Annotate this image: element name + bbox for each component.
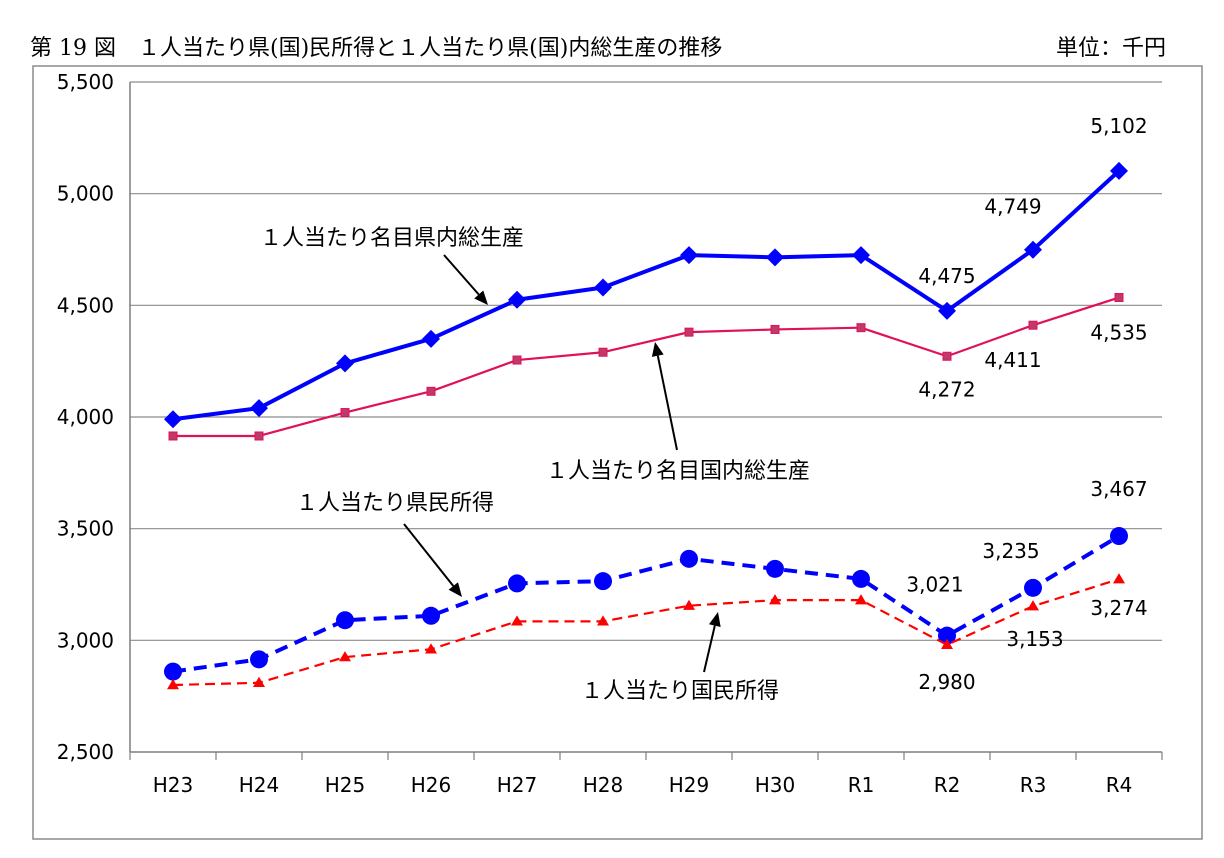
- data-point: [594, 278, 612, 297]
- data-point: [769, 594, 781, 605]
- data-point: [683, 599, 695, 610]
- data-label: 4,749: [984, 195, 1041, 219]
- data-point: [680, 246, 698, 265]
- data-label: 5,102: [1090, 114, 1147, 138]
- unit-label: 単位：千円: [1055, 36, 1166, 61]
- data-point: [1110, 527, 1128, 546]
- data-point: [250, 650, 268, 669]
- data-point: [336, 354, 354, 373]
- annotation-arrow: [703, 625, 716, 673]
- data-point: [766, 248, 784, 267]
- y-tick-label: 5,500: [57, 70, 114, 94]
- series-line: [173, 296, 1120, 438]
- annotation-arrowhead: [474, 290, 488, 305]
- y-tick-label: 2,500: [57, 740, 114, 764]
- chart-frame: [32, 65, 1203, 840]
- data-point: [680, 549, 698, 568]
- data-point: [339, 651, 351, 662]
- data-point: [938, 301, 956, 320]
- data-point: [938, 626, 956, 645]
- x-tick-label: H26: [411, 773, 452, 797]
- data-point: [512, 355, 522, 365]
- data-point: [598, 347, 608, 357]
- x-tick-label: H28: [583, 773, 624, 797]
- annotation-arrow: [443, 254, 480, 296]
- data-point: [856, 323, 866, 333]
- data-point: [1027, 600, 1039, 611]
- data-point: [1113, 573, 1125, 584]
- x-tick-label: R3: [1020, 773, 1047, 797]
- x-tick-label: R2: [934, 773, 961, 797]
- data-label: 3,153: [1006, 627, 1063, 651]
- y-tick-label: 5,000: [57, 182, 114, 206]
- data-point: [941, 638, 953, 649]
- data-label: 4,475: [918, 264, 975, 288]
- data-point: [425, 643, 437, 654]
- data-label: 3,467: [1090, 477, 1147, 501]
- series-annotation: １人当たり国民所得: [581, 679, 779, 704]
- x-tick-label: H24: [239, 773, 280, 797]
- annotation-arrowhead: [708, 612, 721, 627]
- data-point: [1114, 293, 1124, 303]
- x-tick-label: H29: [669, 773, 710, 797]
- x-tick-label: H25: [325, 773, 366, 797]
- x-tick-label: R1: [848, 773, 875, 797]
- x-tick-label: R4: [1106, 773, 1133, 797]
- data-point: [426, 386, 436, 396]
- annotation-arrowhead: [651, 342, 664, 357]
- data-point: [942, 351, 952, 361]
- data-point: [254, 431, 264, 441]
- y-tick-label: 4,500: [57, 293, 114, 317]
- data-point: [852, 569, 870, 588]
- data-point: [511, 615, 523, 626]
- data-point: [250, 399, 268, 418]
- annotation-arrow: [656, 355, 678, 451]
- x-tick-label: H27: [497, 773, 538, 797]
- chart-title: 第 19 図 １人当たり県(国)民所得と１人当たり県(国)内総生産の推移: [30, 36, 723, 61]
- data-point: [167, 679, 179, 690]
- series-line: [172, 534, 1121, 674]
- data-point: [253, 676, 265, 687]
- annotation-arrowhead: [448, 582, 462, 597]
- annotation-arrow: [403, 523, 455, 587]
- data-label: 4,272: [918, 377, 975, 401]
- data-point: [1024, 578, 1042, 597]
- data-point: [422, 606, 440, 625]
- x-tick-label: H23: [153, 773, 194, 797]
- series-annotation: １人当たり名目県内総生産: [260, 226, 524, 251]
- data-point: [508, 574, 526, 593]
- series-line: [172, 169, 1121, 422]
- data-label: 3,274: [1090, 596, 1147, 620]
- data-point: [168, 431, 178, 441]
- data-point: [770, 324, 780, 334]
- data-point: [1028, 320, 1038, 330]
- y-tick-label: 3,500: [57, 517, 114, 541]
- data-point: [766, 559, 784, 578]
- data-point: [684, 327, 694, 337]
- series-annotation: １人当たり県民所得: [296, 491, 494, 516]
- data-label: 4,535: [1090, 321, 1147, 345]
- series-line: [172, 578, 1120, 687]
- data-point: [164, 662, 182, 681]
- data-point: [422, 329, 440, 348]
- series-annotation: １人当たり名目国内総生産: [546, 459, 810, 484]
- data-point: [852, 246, 870, 265]
- data-point: [336, 611, 354, 630]
- data-point: [594, 572, 612, 591]
- data-point: [340, 408, 350, 418]
- data-point: [597, 615, 609, 626]
- data-point: [164, 410, 182, 429]
- data-label: 3,235: [982, 539, 1039, 563]
- data-point: [1110, 161, 1128, 180]
- data-label: 4,411: [984, 348, 1041, 372]
- data-point: [508, 290, 526, 309]
- data-label: 2,980: [918, 670, 975, 694]
- y-tick-label: 3,000: [57, 628, 114, 652]
- data-point: [1024, 240, 1042, 259]
- data-label: 3,021: [906, 573, 963, 597]
- data-point: [855, 594, 867, 605]
- x-tick-label: H30: [755, 773, 796, 797]
- y-tick-label: 4,000: [57, 405, 114, 429]
